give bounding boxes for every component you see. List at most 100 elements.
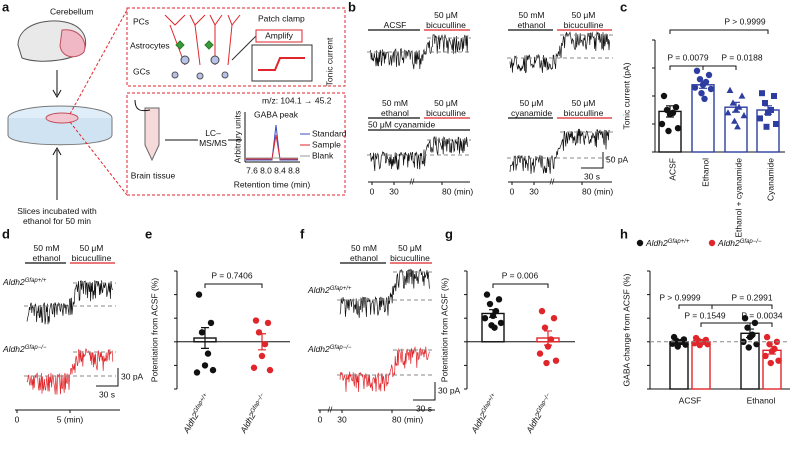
data-point — [658, 120, 666, 128]
x-tick-label: Ethanol + cyanamide — [733, 158, 743, 238]
data-point — [195, 291, 203, 298]
scale-label: 30 s — [416, 403, 432, 413]
x-tick-label-base: Aldh2 — [238, 411, 258, 436]
data-point — [775, 357, 782, 364]
legend-label: Aldh2Gfap−/− — [717, 238, 762, 248]
error-bar — [544, 330, 552, 346]
gc — [171, 71, 179, 79]
bracket — [702, 65, 737, 70]
bracket — [204, 283, 263, 288]
data-point — [762, 352, 769, 360]
condition-label-line: 50 μM — [398, 243, 422, 253]
current-trace — [26, 348, 114, 395]
data-point — [724, 109, 732, 116]
genotype-label: Aldh2Gfap+/+ — [307, 285, 352, 295]
data-point — [536, 350, 544, 357]
data-point — [762, 100, 768, 106]
x-tick-label-sup: Gfap+/+ — [480, 392, 496, 414]
panel-label: e — [145, 226, 152, 241]
zoom-line — [69, 121, 128, 196]
bracket — [669, 29, 769, 34]
data-point — [741, 315, 749, 322]
error-bar — [746, 328, 754, 339]
scale-label: 50 pA — [606, 154, 629, 164]
condition-label-line: 50 μM — [434, 10, 458, 20]
condition-label-line: bicuculline — [390, 253, 430, 263]
arrow-head — [52, 89, 62, 99]
bracket — [749, 322, 773, 327]
data-point — [204, 350, 212, 357]
astrocytes-shape — [175, 40, 214, 50]
cerebellum-shape — [59, 29, 86, 58]
p-value: P = 0.0188 — [721, 52, 762, 62]
time-label: 0 — [510, 186, 515, 196]
legend-marker — [708, 239, 716, 247]
pc-body — [210, 55, 220, 65]
data-point — [250, 364, 258, 371]
label: LC– MS/MS — [199, 128, 227, 148]
error-bar — [699, 80, 707, 89]
scale-bar — [96, 368, 119, 387]
data-point — [767, 359, 774, 367]
p-value: P > 0.9999 — [724, 16, 765, 26]
current-trace — [369, 34, 469, 70]
genotype-label: Aldh2Gfap−/− — [2, 344, 47, 354]
condition-label: 50 μM bicuculline — [72, 243, 112, 263]
condition-label: 50 mM ethanol — [381, 98, 409, 118]
data-point — [538, 307, 546, 315]
legend-text: Blank — [312, 150, 334, 160]
axis-label: Retention time (min) — [234, 179, 311, 189]
genotype-label-base: Aldh2 — [307, 285, 330, 295]
condition-label: 50 μM cyanamide — [368, 119, 436, 129]
data-point — [261, 340, 269, 348]
label-line: MS/MS — [199, 138, 227, 148]
condition-label-line: ethanol — [518, 20, 546, 30]
condition-label-line: ethanol — [381, 108, 409, 118]
y-axis-label: Potentiation from ACSF (%) — [439, 278, 449, 383]
data-point — [682, 341, 689, 348]
current-trace — [26, 279, 113, 325]
genotype-label-base: Aldh2 — [2, 344, 25, 354]
current-trace — [369, 135, 469, 172]
legend-label-sup: Gfap+/+ — [668, 239, 690, 245]
condition-label-line: 50 μM — [520, 98, 544, 108]
sample-peak — [246, 134, 298, 160]
x-tick-label: Cyanamide — [765, 158, 775, 201]
data-point — [731, 117, 738, 124]
condition-label-line: 50 μM — [572, 98, 596, 108]
axis-label: Arbitrary units — [232, 111, 242, 163]
data-point — [726, 86, 734, 93]
axis-break: // — [550, 176, 555, 186]
legend-label-sup: Gfap−/− — [740, 239, 762, 245]
data-point — [552, 357, 560, 364]
data-point — [209, 366, 217, 374]
legend-text: Standard — [312, 128, 347, 138]
data-point — [486, 300, 494, 308]
tick-label: 7.6 — [246, 165, 258, 175]
p-value: P = 0.006 — [502, 270, 539, 280]
data-point — [735, 103, 743, 110]
monitor — [251, 44, 313, 82]
gc — [196, 72, 204, 80]
error-bar — [201, 327, 209, 350]
time-label: 0 — [370, 186, 375, 196]
data-point — [660, 92, 668, 100]
condition-label-line: 50 μM — [572, 10, 596, 20]
error-bar — [258, 333, 266, 351]
data-point — [674, 125, 682, 132]
condition-label: 50 mM ethanol — [350, 243, 378, 263]
time-label: 5 (min) — [57, 414, 84, 424]
scale-label: 30 s — [99, 389, 115, 399]
data-point — [207, 319, 215, 327]
data-point — [252, 317, 260, 324]
bracket — [700, 322, 751, 327]
slice — [45, 112, 79, 124]
p-value: P > 0.9999 — [659, 292, 700, 302]
x-tick-label: Ethanol — [700, 158, 710, 187]
panel-label: d — [2, 226, 10, 241]
data-point — [745, 344, 752, 351]
x-tick-label: ACSF — [667, 158, 677, 181]
x-tick-label-base: Aldh2 — [181, 411, 201, 436]
data-point — [771, 93, 777, 99]
